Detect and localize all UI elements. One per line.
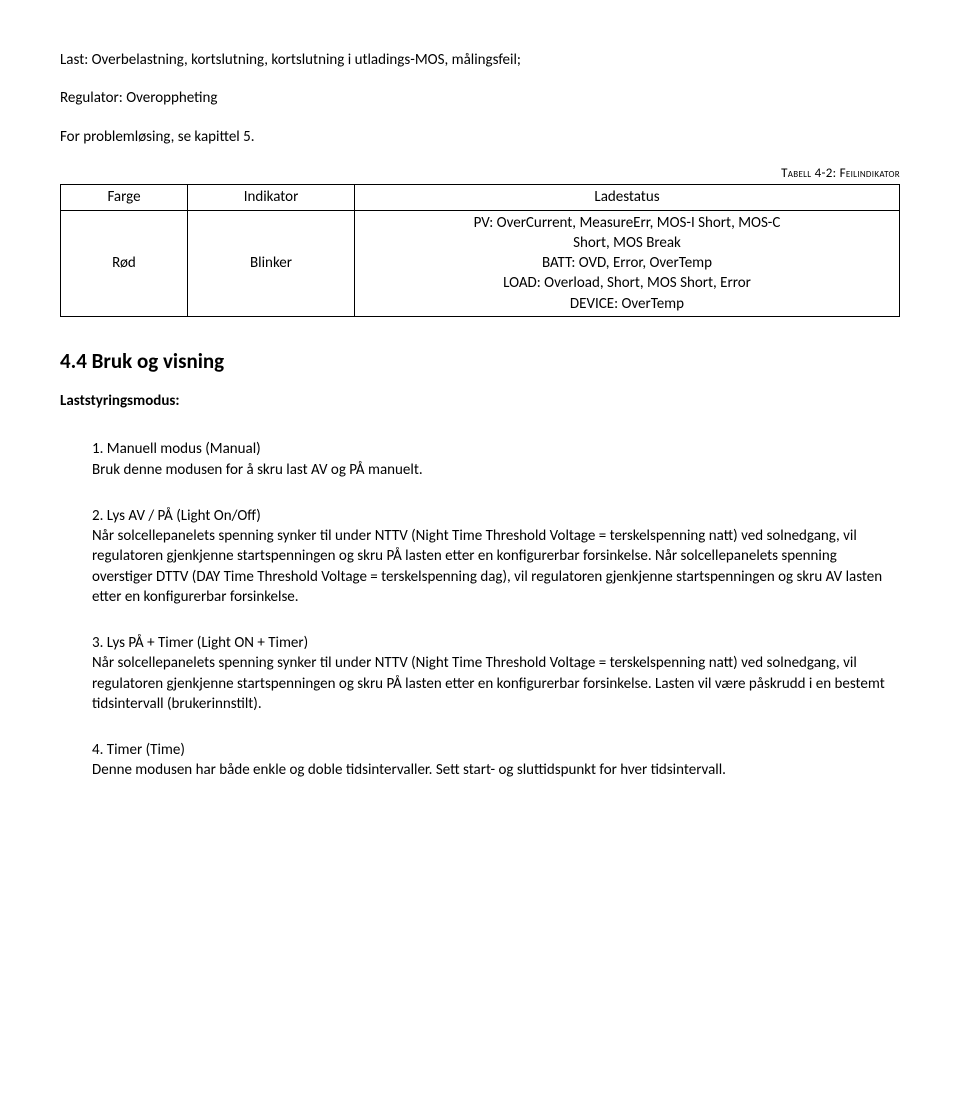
section-heading: 4.4 Bruk og visning	[60, 347, 900, 375]
section-subheading: Laststyringsmodus:	[60, 391, 900, 411]
cell-indikator: Blinker	[188, 210, 355, 316]
table-header-row: Farge Indikator Ladestatus	[61, 185, 900, 210]
intro-line-2: Regulator: Overoppheting	[60, 88, 900, 108]
mode-1-body: Bruk denne modusen for å skru last AV og…	[92, 460, 900, 480]
error-indicator-table: Farge Indikator Ladestatus Rød Blinker P…	[60, 184, 900, 317]
lade-line-5: DEVICE: OverTemp	[363, 294, 891, 314]
mode-3-body: Når solcellepanelets spenning synker til…	[92, 653, 900, 714]
header-ladestatus: Ladestatus	[355, 185, 900, 210]
mode-2-body: Når solcellepanelets spenning synker til…	[92, 526, 900, 607]
header-indikator: Indikator	[188, 185, 355, 210]
lade-line-2: Short, MOS Break	[363, 233, 891, 253]
mode-1: 1. Manuell modus (Manual) Bruk denne mod…	[92, 439, 900, 480]
mode-3: 3. Lys PÅ + Timer (Light ON + Timer) Når…	[92, 633, 900, 714]
mode-2-title: 2. Lys AV / PÅ (Light On/Off)	[92, 506, 900, 526]
intro-line-1: Last: Overbelastning, kortslutning, kort…	[60, 50, 900, 70]
intro-block: Last: Overbelastning, kortslutning, kort…	[60, 50, 900, 147]
mode-4: 4. Timer (Time) Denne modusen har både e…	[92, 740, 900, 781]
mode-3-title: 3. Lys PÅ + Timer (Light ON + Timer)	[92, 633, 900, 653]
cell-ladestatus: PV: OverCurrent, MeasureErr, MOS-I Short…	[355, 210, 900, 316]
mode-4-body: Denne modusen har både enkle og doble ti…	[92, 760, 900, 780]
cell-farge: Rød	[61, 210, 188, 316]
lade-line-4: LOAD: Overload, Short, MOS Short, Error	[363, 273, 891, 293]
intro-line-3: For problemløsing, se kapittel 5.	[60, 127, 900, 147]
lade-line-3: BATT: OVD, Error, OverTemp	[363, 253, 891, 273]
mode-2: 2. Lys AV / PÅ (Light On/Off) Når solcel…	[92, 506, 900, 607]
lade-line-1: PV: OverCurrent, MeasureErr, MOS-I Short…	[363, 213, 891, 233]
mode-4-title: 4. Timer (Time)	[92, 740, 900, 760]
mode-1-title: 1. Manuell modus (Manual)	[92, 439, 900, 459]
table-caption: Tabell 4-2: Feilindikator	[60, 165, 900, 183]
table-row: Rød Blinker PV: OverCurrent, MeasureErr,…	[61, 210, 900, 316]
header-farge: Farge	[61, 185, 188, 210]
